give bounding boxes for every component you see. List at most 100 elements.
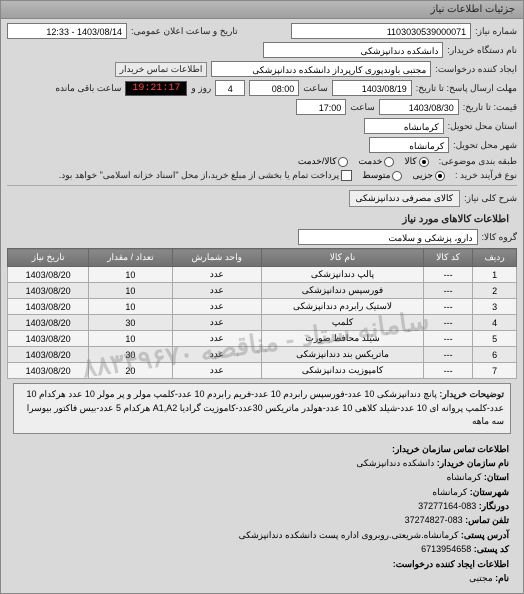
- table-row: 2---فورسپس دندانپزشکیعدد101403/08/20: [8, 283, 517, 299]
- days-label: روز و: [191, 83, 211, 94]
- radio-khadamat[interactable]: خدمت: [358, 156, 394, 167]
- radio-motevaset-label: متوسط: [362, 170, 390, 181]
- table-cell: 2: [473, 283, 517, 299]
- table-cell: عدد: [172, 363, 261, 379]
- table-cell: شیلد محافظ صورت: [261, 331, 423, 347]
- table-cell: کلمپ: [261, 315, 423, 331]
- table-header: واحد شمارش: [172, 249, 261, 267]
- radio-kk-label: کالا/خدمت: [298, 156, 337, 167]
- radio-khadamat-label: خدمت: [358, 156, 382, 167]
- table-cell: 1403/08/20: [8, 331, 89, 347]
- table-cell: فورسپس دندانپزشکی: [261, 283, 423, 299]
- days-field: 4: [215, 80, 245, 96]
- table-cell: 1403/08/20: [8, 363, 89, 379]
- req-no-label: شماره نیاز:: [475, 26, 517, 37]
- radio-kala-khadamat[interactable]: کالا/خدمت: [298, 156, 349, 167]
- chk-treasury[interactable]: پرداخت تمام یا بخشی از مبلغ خرید،از محل …: [59, 170, 352, 181]
- row-price-deadline: قیمت: تا تاریخ: 1403/08/30 ساعت 17:00: [7, 99, 517, 115]
- creator-field: مجتبی باوندپوری کارپرداز دانشکده دندانپز…: [211, 61, 431, 77]
- buyer-org-field: دانشکده دندانپزشکی: [263, 42, 443, 58]
- table-cell: عدد: [172, 299, 261, 315]
- send-date-field: 1403/08/19: [332, 80, 412, 96]
- radio-kala-label: کالا: [404, 156, 416, 167]
- radio-dot-icon: [419, 157, 429, 167]
- table-cell: 5: [473, 331, 517, 347]
- table-cell: 1: [473, 267, 517, 283]
- table-cell: ---: [424, 299, 473, 315]
- table-cell: 1403/08/20: [8, 315, 89, 331]
- c-state-label: استان:: [484, 472, 509, 482]
- table-cell: 30: [89, 315, 172, 331]
- table-cell: 10: [89, 283, 172, 299]
- announce-label: تاریخ و ساعت اعلان عمومی:: [131, 26, 238, 37]
- radio-dot-icon: [384, 157, 394, 167]
- table-cell: ماتریکس بند دندانپزشکی: [261, 347, 423, 363]
- c-post: 6713954658: [421, 544, 471, 554]
- table-header: تعداد / مقدار: [89, 249, 172, 267]
- details-panel: جزئیات اطلاعات نیاز شماره نیاز: 11030305…: [0, 0, 524, 594]
- c-addr-label: آدرس پستی:: [461, 530, 509, 540]
- table-cell: 7: [473, 363, 517, 379]
- table-row: 3---لاستیک رابردم دندانپزشکیعدد101403/08…: [8, 299, 517, 315]
- c-tel-label: تلفن تماس:: [465, 515, 509, 525]
- remain-label: ساعت باقی مانده: [55, 83, 121, 94]
- table-cell: عدد: [172, 283, 261, 299]
- table-cell: 3: [473, 299, 517, 315]
- city-label: شهر محل تحویل:: [453, 140, 517, 151]
- table-row: 5---شیلد محافظ صورتعدد101403/08/20: [8, 331, 517, 347]
- send-until-label: مهلت ارسال پاسخ: تا تاریخ:: [416, 83, 517, 94]
- radio-dot-icon: [435, 171, 445, 181]
- table-cell: کامپوزیت دندانپزشکی: [261, 363, 423, 379]
- state-label: استان محل تحویل:: [448, 121, 517, 132]
- table-cell: 1403/08/20: [8, 299, 89, 315]
- table-cell: ---: [424, 347, 473, 363]
- goods-section-title: اطلاعات کالاهای مورد نیاز: [7, 210, 517, 229]
- c-name: مجتبی: [469, 573, 493, 583]
- table-cell: ---: [424, 267, 473, 283]
- radio-jozi[interactable]: جزیی: [412, 170, 445, 181]
- req-no-field: 1103030539000071: [291, 23, 471, 39]
- row-creator: ایجاد کننده درخواست: مجتبی باوندپوری کار…: [7, 61, 517, 77]
- radio-kala[interactable]: کالا: [404, 156, 428, 167]
- buy-type-label: نوع فرآیند خرید :: [455, 170, 517, 181]
- table-cell: ---: [424, 363, 473, 379]
- table-header: نام کالا: [261, 249, 423, 267]
- contact-header: اطلاعات تماس سازمان خریدار:: [15, 442, 509, 456]
- table-cell: 1403/08/20: [8, 283, 89, 299]
- creator-label: ایجاد کننده درخواست:: [435, 64, 517, 75]
- form-area: شماره نیاز: 1103030539000071 تاریخ و ساع…: [1, 19, 523, 593]
- price-time-label: ساعت: [350, 102, 375, 113]
- class-label: طبقه بندی موضوعی:: [439, 156, 517, 167]
- price-time-field: 17:00: [296, 99, 346, 115]
- radio-dot-icon: [392, 171, 402, 181]
- row-buy-type: نوع فرآیند خرید : جزیی متوسط پرداخت تمام…: [7, 170, 517, 181]
- table-header: تاریخ نیاز: [8, 249, 89, 267]
- buyer-org-label: نام دستگاه خریدار:: [447, 45, 517, 56]
- c-name-label: نام:: [495, 573, 509, 583]
- table-row: 4---کلمپعدد301403/08/20: [8, 315, 517, 331]
- send-time-field: 08:00: [249, 80, 299, 96]
- table-cell: 6: [473, 347, 517, 363]
- table-cell: عدد: [172, 267, 261, 283]
- panel-title: جزئیات اطلاعات نیاز: [1, 1, 523, 19]
- treasury-note: پرداخت تمام یا بخشی از مبلغ خرید،از محل …: [59, 170, 339, 181]
- c-tel: 083-37274827: [405, 515, 463, 525]
- price-date-field: 1403/08/30: [379, 99, 459, 115]
- radio-motevaset[interactable]: متوسط: [362, 170, 402, 181]
- table-cell: 10: [89, 267, 172, 283]
- need-title-label: شرح کلی نیاز:: [464, 193, 517, 204]
- contact-info-button[interactable]: اطلاعات تماس خریدار: [115, 62, 208, 77]
- send-time-label: ساعت: [303, 83, 328, 94]
- table-header: ردیف: [473, 249, 517, 267]
- goods-group-field: دارو، پزشکی و سلامت: [298, 229, 478, 245]
- row-goods-group: گروه کالا: دارو، پزشکی و سلامت: [7, 229, 517, 245]
- row-city: شهر محل تحویل: کرمانشاه: [7, 137, 517, 153]
- countdown-timer: 19:21:17: [125, 81, 187, 96]
- city-field: کرمانشاه: [369, 137, 449, 153]
- c-state: کرمانشاه: [447, 472, 482, 482]
- state-field: کرمانشاه: [364, 118, 444, 134]
- table-row: 7---کامپوزیت دندانپزشکیعدد201403/08/20: [8, 363, 517, 379]
- c-org: دانشکده دندانپزشکی: [356, 458, 434, 468]
- table-cell: 1403/08/20: [8, 347, 89, 363]
- radio-jozi-label: جزیی: [412, 170, 433, 181]
